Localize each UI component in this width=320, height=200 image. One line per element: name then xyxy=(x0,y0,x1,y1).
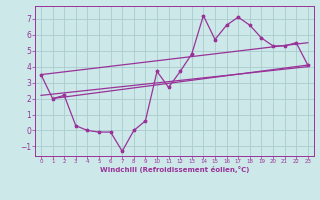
X-axis label: Windchill (Refroidissement éolien,°C): Windchill (Refroidissement éolien,°C) xyxy=(100,166,249,173)
